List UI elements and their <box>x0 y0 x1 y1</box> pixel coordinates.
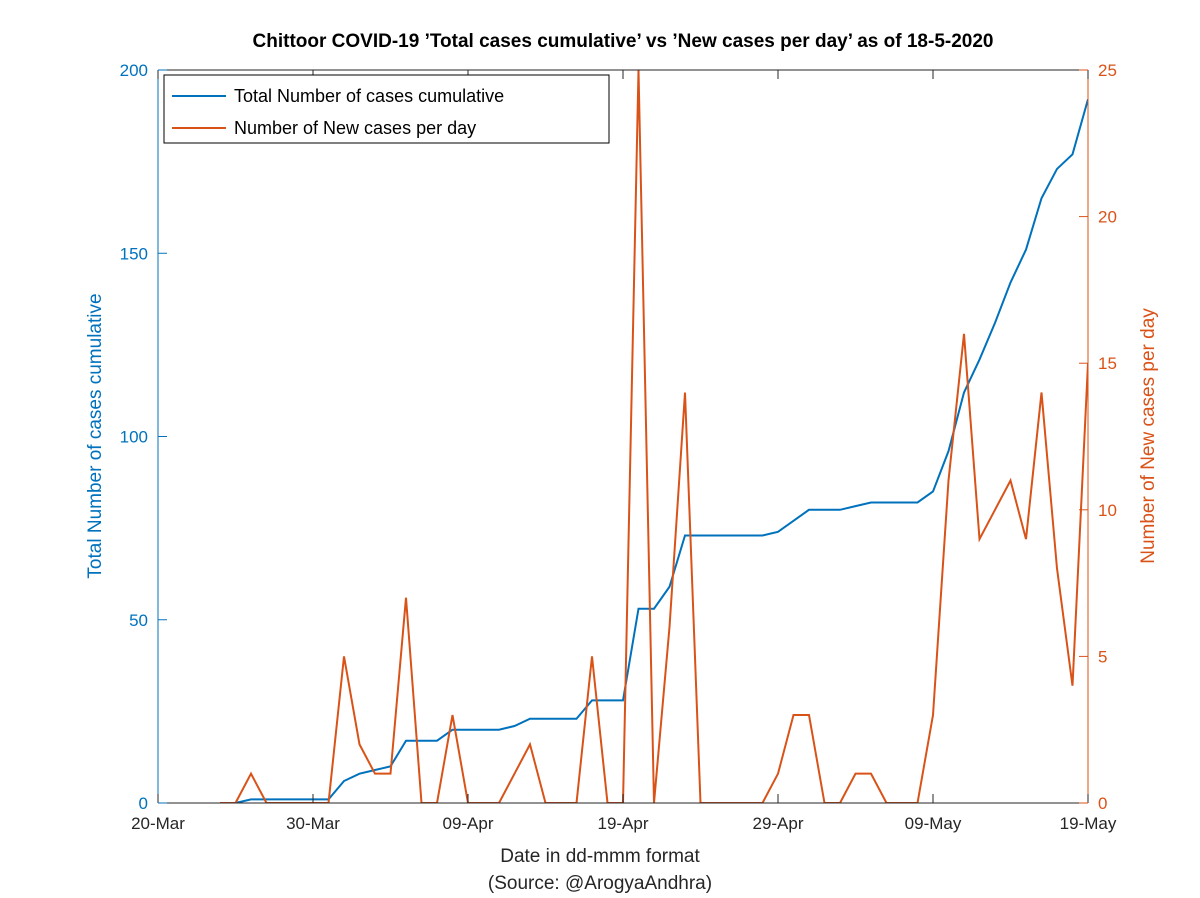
legend-box <box>163 74 610 144</box>
x-axis-source-label: (Source: @ArogyaAndhra) <box>488 873 712 894</box>
y-right-tick-label: 15 <box>1098 354 1117 373</box>
series-line-total-cumulative <box>220 99 1088 803</box>
y-left-tick-label: 150 <box>120 244 148 263</box>
legend-entry: Total Number of cases cumulative <box>234 86 504 106</box>
y-right-tick-label: 5 <box>1098 647 1107 666</box>
x-tick-label: 19-May <box>1060 814 1117 833</box>
x-tick-label: 09-May <box>905 814 962 833</box>
y-left-tick-label: 200 <box>120 61 148 80</box>
y-left-tick-label: 50 <box>129 611 148 630</box>
y-right-tick-label: 25 <box>1098 61 1117 80</box>
y-left-tick-label: 0 <box>139 794 148 813</box>
y-axis-left-label: Total Number of cases cumulative <box>85 293 106 578</box>
y-right-tick-label: 0 <box>1098 794 1107 813</box>
x-tick-label: 09-Apr <box>442 814 493 833</box>
y-left-tick-label: 100 <box>120 428 148 447</box>
y-axis-right-label: Number of New cases per day <box>1138 308 1159 564</box>
x-tick-label: 30-Mar <box>286 814 340 833</box>
series-line-new-per-day <box>220 70 1088 803</box>
y-right-tick-label: 10 <box>1098 501 1117 520</box>
chart-title: Chittoor COVID-19 ’Total cases cumulativ… <box>253 31 994 52</box>
x-tick-label: 29-Apr <box>752 814 803 833</box>
x-tick-label: 19-Apr <box>597 814 648 833</box>
legend-entry: Number of New cases per day <box>234 118 476 138</box>
plot-area: 20-Mar 30-Mar 09-Apr 19-Apr 29-Apr 09-May 19-M… <box>120 61 1117 833</box>
x-axis-label: Date in dd-mmm format <box>500 846 700 867</box>
y-right-tick-label: 20 <box>1098 208 1117 227</box>
x-tick-label: 20-Mar <box>131 814 185 833</box>
